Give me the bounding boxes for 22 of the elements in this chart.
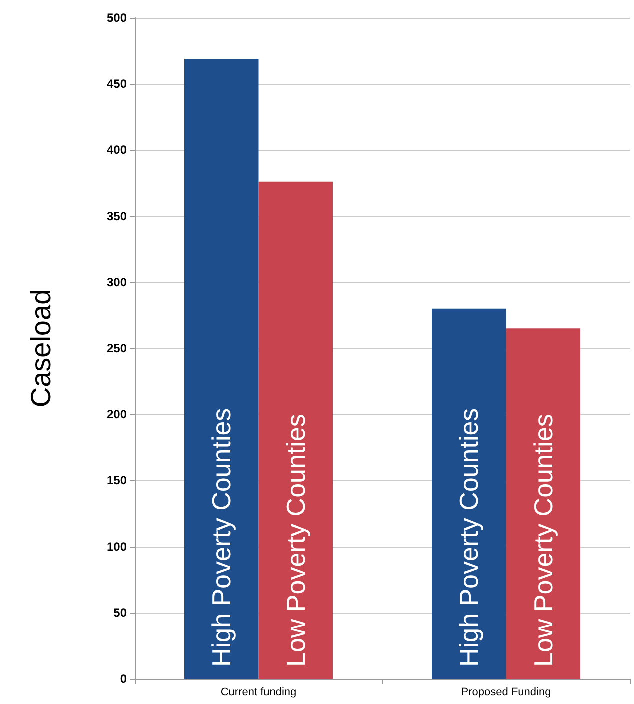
y-tick-label: 0 <box>120 672 128 686</box>
y-axis-title: Caseload <box>26 289 56 408</box>
y-tick-label: 100 <box>106 540 128 554</box>
y-tick-label: 250 <box>106 342 128 356</box>
bar <box>258 182 333 679</box>
bar <box>432 308 506 679</box>
y-tick-label: 400 <box>106 143 128 158</box>
y-tick-label: 350 <box>106 209 128 224</box>
x-tick-label: Proposed Funding <box>461 686 552 698</box>
text: Low Poverty Counties <box>528 414 558 667</box>
bar <box>184 58 259 679</box>
y-tick-label: 450 <box>106 77 128 92</box>
y-tick-label: 500 <box>106 11 128 25</box>
y-tick-label: 200 <box>106 408 128 422</box>
series-label: Low Poverty Counties <box>280 414 311 667</box>
series-label: High Poverty Counties <box>206 408 237 667</box>
bar <box>506 328 580 679</box>
x-tick-label: Current funding <box>220 686 297 698</box>
y-tick-label: 150 <box>106 474 128 488</box>
y-tick-label: 50 <box>114 606 128 620</box>
y-tick-label: 300 <box>106 275 128 290</box>
text: High Poverty Counties <box>454 408 484 667</box>
